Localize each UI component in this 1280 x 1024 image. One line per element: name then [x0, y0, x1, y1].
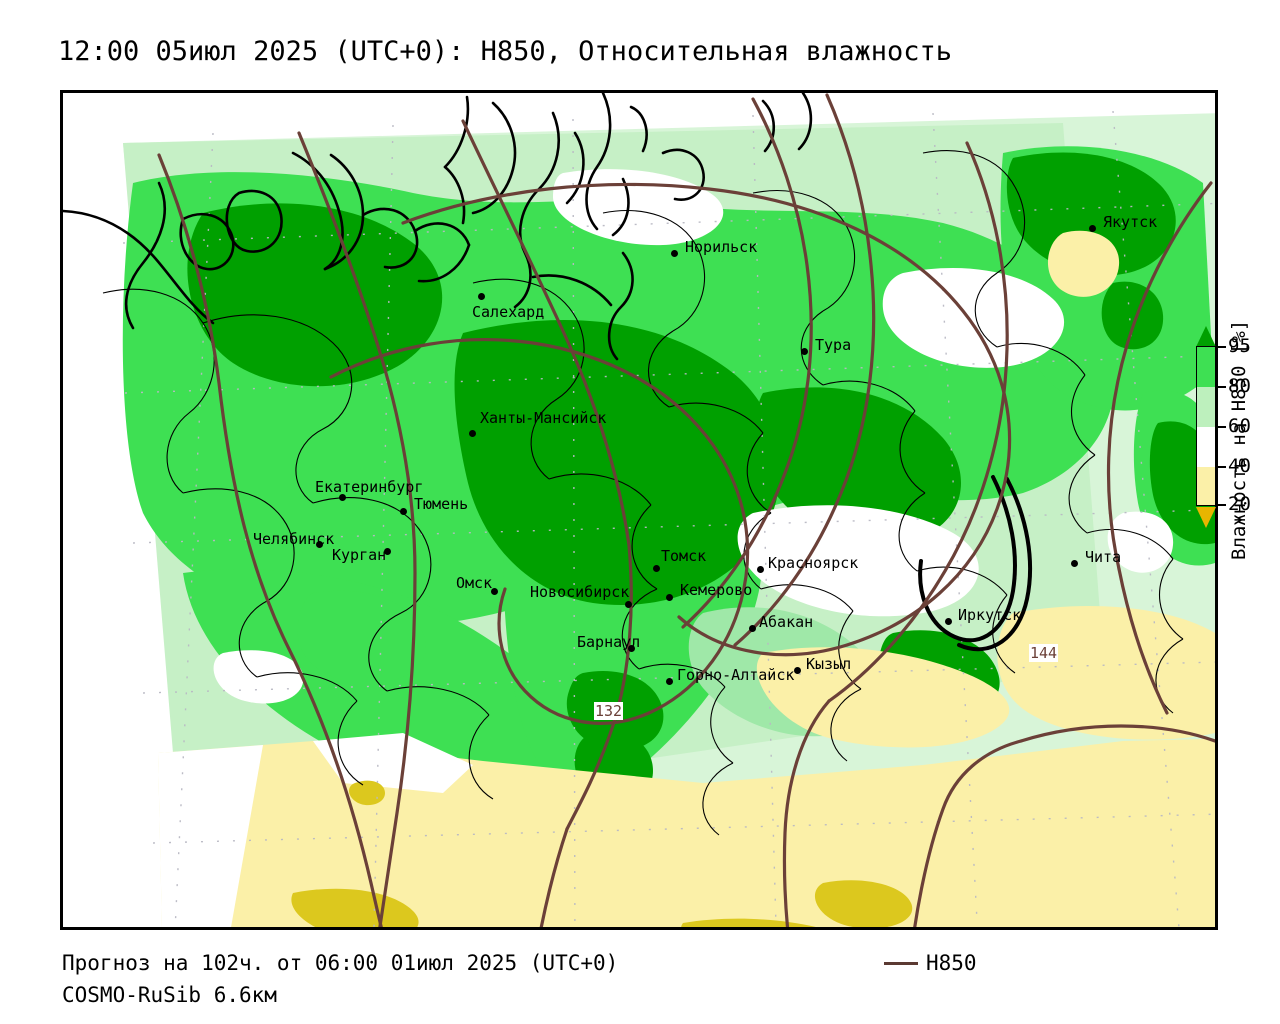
city-label: Кызыл: [806, 655, 852, 673]
city-marker-dot: [384, 548, 391, 555]
city-label: Норильск: [685, 238, 758, 256]
city-marker-dot: [757, 566, 764, 573]
page-title: 12:00 05июл 2025 (UTC+0): H850, Относите…: [58, 36, 953, 67]
map-canvas: [63, 93, 1215, 927]
colorbar-tick-label: 20: [1228, 493, 1251, 515]
city-marker-dot: [671, 250, 678, 257]
city-marker-dot: [1089, 225, 1096, 232]
city-label: Челябинск: [253, 530, 335, 548]
colorbar-tick-mark: [1218, 504, 1226, 506]
city-marker-dot: [945, 618, 952, 625]
city-marker-dot: [794, 667, 801, 674]
weather-map[interactable]: Якутск Норильск Салехард Тура Ханты-Мансийск…: [60, 90, 1218, 930]
h850-legend: H850: [884, 951, 977, 975]
city-label: Иркутск: [958, 606, 1022, 624]
colorbar-band: [1197, 347, 1215, 387]
city-label: Омск: [456, 574, 493, 592]
colorbar-top-arrow: [1196, 326, 1216, 347]
city-marker-dot: [469, 430, 476, 437]
city-marker-dot: [478, 293, 485, 300]
colorbar-tick-mark: [1218, 466, 1226, 468]
city-label: Томск: [661, 547, 707, 565]
city-label: Якутск: [1103, 213, 1158, 231]
city-label: Чита: [1085, 548, 1122, 566]
colorbar-band: [1197, 387, 1215, 427]
colorbar-tick-mark: [1218, 346, 1226, 348]
city-label: Абакан: [759, 613, 814, 631]
city-marker-dot: [628, 645, 635, 652]
city-label: Екатеринбург: [315, 478, 424, 496]
colorbar-axis-title-text: Влажность на H850 [%]: [1228, 319, 1250, 560]
city-label: Тюмень: [414, 495, 469, 513]
colorbar-ticks: 95 80 60 40 20: [1218, 326, 1278, 526]
city-marker-dot: [625, 601, 632, 608]
colorbar-tick-label: 95: [1228, 335, 1251, 357]
city-label: Красноярск: [768, 554, 859, 572]
colorbar-band: [1197, 467, 1215, 505]
h850-line-swatch: [884, 961, 918, 965]
colorbar-tick-mark: [1218, 386, 1226, 388]
city-label: Горно-Алтайск: [677, 666, 795, 684]
city-label: Ханты-Мансийск: [480, 409, 607, 427]
city-marker-dot: [666, 594, 673, 601]
city-label: Салехард: [472, 303, 545, 321]
city-label: Курган: [332, 546, 387, 564]
city-marker-dot: [339, 494, 346, 501]
colorbar-tick-label: 60: [1228, 415, 1251, 437]
h850-legend-label: H850: [926, 951, 977, 975]
model-info: COSMO-RuSib 6.6км: [62, 983, 277, 1007]
colorbar-band: [1197, 427, 1215, 467]
contour-value-label: 144: [1029, 644, 1059, 662]
city-label: Кемерово: [680, 581, 753, 599]
city-marker-dot: [653, 565, 660, 572]
colorbar: 95 80 60 40 20: [1196, 326, 1251, 528]
city-marker-dot: [316, 541, 323, 548]
city-marker-dot: [400, 508, 407, 515]
colorbar-tick-mark: [1218, 426, 1226, 428]
colorbar-tick-label: 80: [1228, 375, 1251, 397]
colorbar-tick-label: 40: [1228, 455, 1251, 477]
city-label: Тура: [815, 336, 852, 354]
city-label: Барнаул: [577, 633, 641, 651]
colorbar-bottom-arrow: [1196, 507, 1216, 528]
city-marker-dot: [749, 625, 756, 632]
city-label: Новосибирск: [530, 583, 630, 601]
city-marker-dot: [666, 678, 673, 685]
colorbar-bands: [1196, 346, 1216, 506]
contour-value-label: 132: [594, 702, 624, 720]
city-marker-dot: [491, 588, 498, 595]
city-marker-dot: [1071, 560, 1078, 567]
colorbar-axis-title: Влажность на H850 [%]: [1228, 40, 1250, 560]
city-marker-dot: [801, 348, 808, 355]
forecast-info: Прогноз на 102ч. от 06:00 01июл 2025 (UT…: [62, 951, 619, 975]
